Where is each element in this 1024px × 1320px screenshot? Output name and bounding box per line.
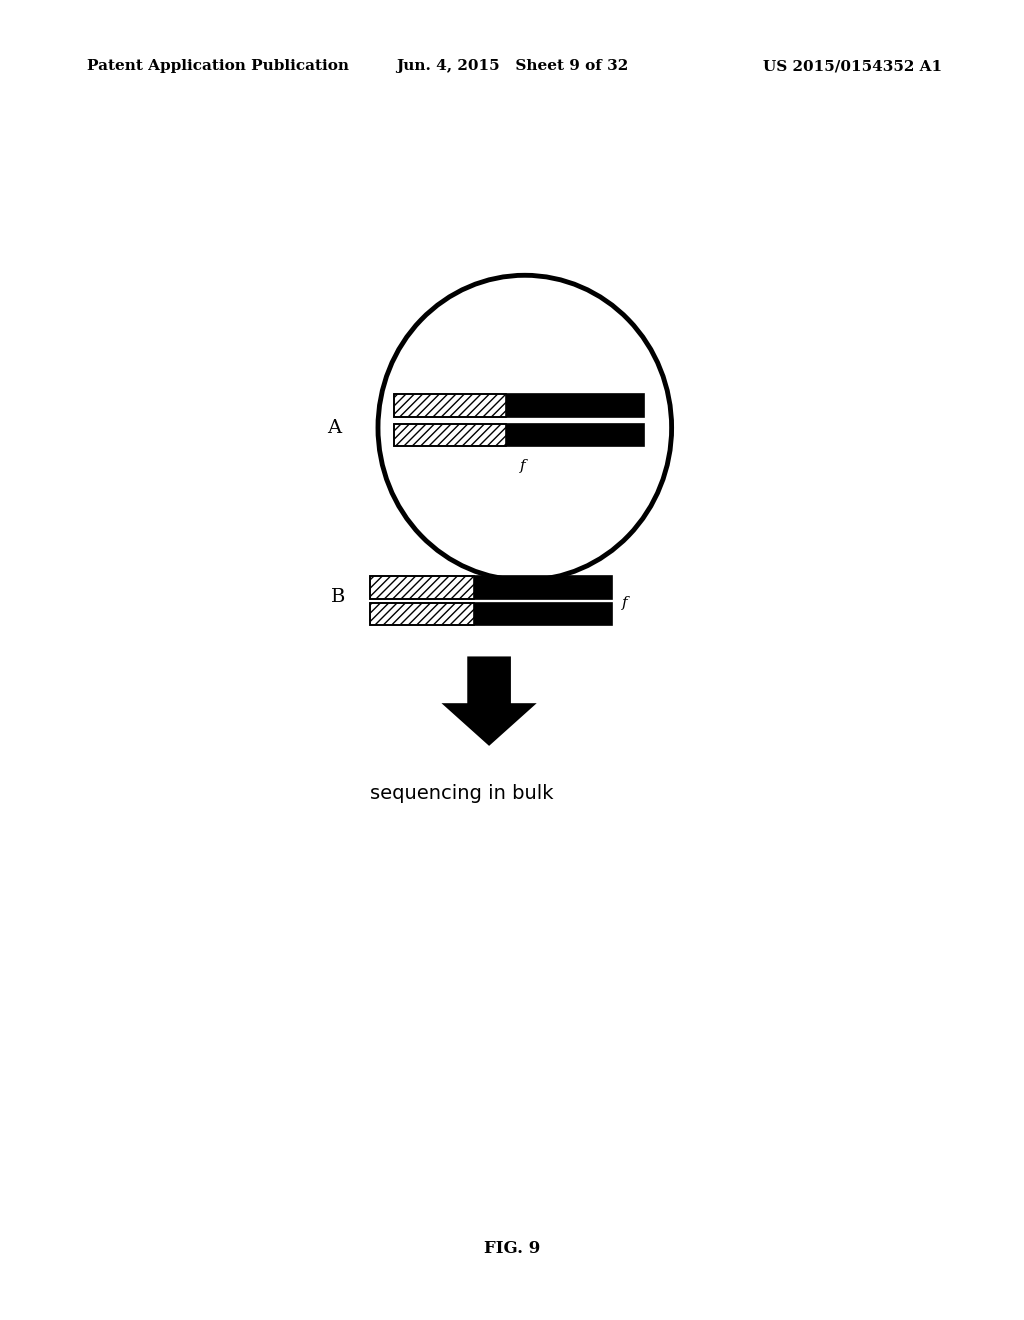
Text: Jun. 4, 2015   Sheet 9 of 32: Jun. 4, 2015 Sheet 9 of 32 [396, 59, 628, 74]
Bar [370, 576, 474, 598]
Text: FIG. 9: FIG. 9 [484, 1239, 540, 1257]
Text: sequencing in bulk: sequencing in bulk [370, 784, 553, 803]
Bar [370, 602, 474, 624]
Bar [394, 424, 644, 446]
Bar [394, 395, 506, 417]
Bar [474, 576, 612, 598]
Polygon shape [441, 656, 537, 746]
Text: B: B [331, 589, 345, 606]
Bar [474, 602, 612, 624]
Text: f: f [520, 459, 526, 474]
Bar [394, 395, 644, 417]
Bar [370, 602, 612, 624]
Bar [394, 424, 506, 446]
Bar [370, 576, 612, 598]
Text: f: f [622, 595, 628, 610]
Bar [506, 395, 644, 417]
Bar [506, 424, 644, 446]
Text: A: A [328, 418, 341, 437]
Text: US 2015/0154352 A1: US 2015/0154352 A1 [763, 59, 942, 74]
Text: Patent Application Publication: Patent Application Publication [87, 59, 349, 74]
